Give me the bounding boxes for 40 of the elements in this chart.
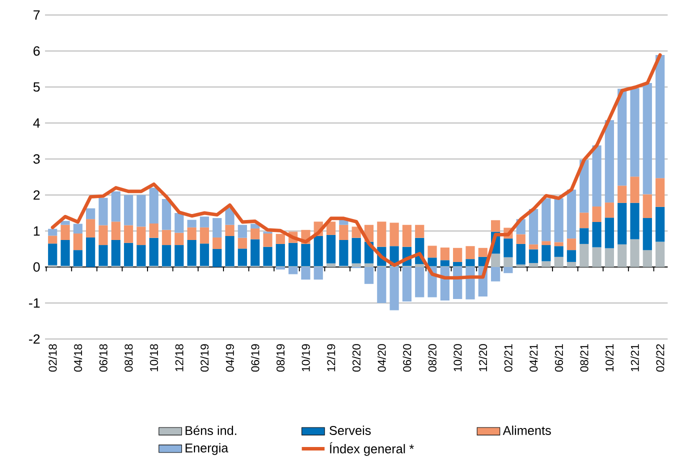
x-tick-label: 04/18 [74, 344, 82, 372]
x-tick-label: 08/20 [428, 344, 436, 372]
y-tick-label: 1 [34, 226, 40, 236]
x-tick-label: 02/21 [504, 344, 512, 372]
x-tick-label: 02/19 [200, 344, 209, 372]
y-tick-label: 3 [33, 154, 40, 164]
legend-label: Serveis [330, 426, 371, 436]
y-tick-label: 5 [33, 82, 40, 92]
legend-label: Índex general * [330, 442, 414, 456]
x-tick-label: 12/18 [174, 344, 184, 372]
x-tick-label: 08/21 [580, 344, 588, 372]
x-tick-label: 06/20 [402, 344, 412, 372]
legend-label: Béns ind. [186, 426, 236, 436]
x-tick-label: 12/19 [326, 344, 336, 372]
y-tick-label: -1 [29, 298, 40, 308]
x-tick-label: 10/20 [453, 344, 462, 372]
x-tick-label: 02/22 [656, 344, 664, 372]
x-tick-label: 12/20 [478, 344, 488, 372]
x-tick-label: 08/19 [276, 344, 285, 372]
x-tick-label: 04/19 [226, 344, 234, 372]
x-tick-label: 08/18 [124, 344, 133, 372]
y-tick-label: 2 [34, 190, 40, 200]
x-tick-label: 02/18 [48, 344, 57, 372]
x-tick-label: 06/18 [99, 344, 108, 372]
x-tick-label: 06/21 [554, 344, 563, 372]
x-tick-label: 04/20 [377, 344, 386, 372]
y-tick-label: -2 [29, 334, 40, 344]
x-tick-label: 04/21 [529, 344, 538, 372]
x-tick-label: 10/18 [150, 344, 158, 372]
y-tick-label: 6 [34, 46, 40, 56]
x-tick-label: 10/21 [605, 344, 614, 372]
x-tick-label: 12/21 [630, 344, 639, 372]
x-tick-label: 06/19 [250, 344, 260, 372]
y-tick-label: 4 [33, 118, 40, 128]
y-tick-label: 0 [33, 262, 40, 272]
x-tick-label: 02/20 [352, 344, 360, 372]
y-tick-label: 7 [34, 10, 40, 20]
legend-label: Aliments [502, 426, 551, 436]
x-tick-label: 10/19 [302, 344, 310, 372]
legend-label: Energia [186, 443, 228, 456]
